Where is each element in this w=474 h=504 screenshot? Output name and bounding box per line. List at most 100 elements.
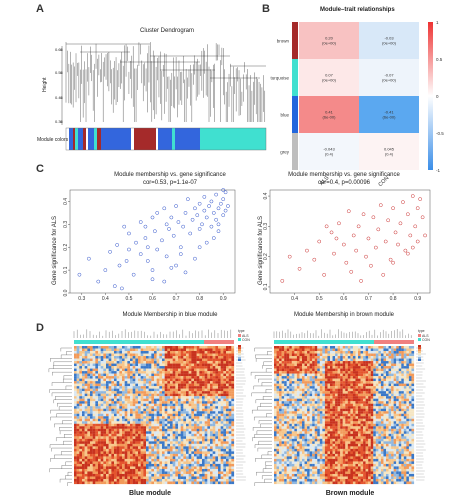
blue-heatmap-cell (191, 371, 195, 374)
brown-heatmap-cell (383, 386, 387, 389)
blue-heatmap-cell (212, 451, 216, 454)
brown-heatmap-cell (363, 383, 366, 387)
blue-heatmap-cell (127, 346, 131, 349)
blue-heatmap-cell (159, 371, 163, 374)
blue-heatmap-cell (199, 371, 203, 374)
blue-heatmap-cell (119, 361, 123, 364)
blue-heatmap-cell (212, 391, 216, 394)
brown-heatmap-cell (284, 348, 287, 352)
blue-heatmap-cell (132, 443, 136, 447)
blue-heatmap-cell (196, 438, 200, 442)
blue-heatmap-cell (143, 421, 147, 424)
blue-xtick-1: 0.4 (102, 296, 109, 302)
brown-heatmap-cell (327, 346, 331, 349)
brown-heatmap-cell (337, 348, 341, 352)
blue-heatmap-cell (159, 443, 163, 447)
blue-heatmap-cell (148, 411, 152, 414)
blue-heatmap-cell (228, 413, 232, 417)
blue-heatmap-cell (228, 393, 232, 397)
blue-heatmap-cell (199, 423, 203, 427)
blue-heatmap-cell (154, 423, 157, 427)
blue-heatmap-cell (92, 403, 96, 407)
blue-heatmap-cell (114, 438, 117, 442)
blue-heatmap-cell (84, 363, 88, 367)
brown-heatmap-cell (337, 391, 341, 394)
blue-heatmap-cell (226, 358, 229, 362)
blue-heatmap-cell (84, 381, 88, 384)
blue-heatmap-cell (199, 458, 203, 462)
blue-heatmap-cell (87, 401, 91, 404)
blue-heatmap-cell (140, 453, 144, 457)
blue-heatmap-cell (127, 458, 131, 462)
brown-heatmap-cell (380, 356, 384, 359)
blue-heatmap-cell (223, 461, 227, 465)
blue-heatmap-cell (215, 466, 219, 470)
blue-heatmap-cell (138, 443, 141, 447)
blue-heatmap-cell (191, 471, 195, 475)
blue-heatmap-cell (82, 408, 85, 412)
brown-heatmap-cell (309, 348, 313, 352)
blue-heatmap-cells (74, 346, 235, 485)
brown-heatmap-cell (330, 361, 333, 364)
blue-heatmap-cell (175, 473, 179, 477)
blue-heatmap-cell (122, 441, 125, 444)
blue-heatmap-cell (154, 373, 157, 377)
brown-heatmap-cell (302, 361, 305, 364)
blue-heatmap-cell (154, 353, 157, 357)
brown-heatmap-cell (279, 386, 282, 389)
blue-heatmap-cell (98, 481, 101, 485)
blue-heatmap-cell (114, 398, 117, 402)
blue-heatmap-cell (172, 456, 176, 460)
brown-heatmap-cell (335, 388, 338, 392)
brown-heatmap-cell (332, 368, 336, 372)
blue-heatmap-cell (220, 433, 224, 437)
blue-heatmap-cell (220, 476, 224, 480)
blue-heatmap-cell (76, 408, 80, 412)
blue-heatmap-cell (111, 446, 115, 449)
blue-heatmap-cell (183, 431, 187, 434)
blue-heatmap-cell (156, 448, 160, 452)
blue-heatmap-cell (143, 396, 147, 399)
blue-heatmap-cell (172, 363, 176, 367)
blue-heatmap-cell (132, 363, 136, 367)
blue-heatmap-cell (124, 356, 128, 359)
brown-heatmap-cell (291, 388, 295, 392)
blue-heatmap-cell (79, 406, 83, 409)
blue-heatmap-cell (226, 391, 229, 394)
blue-heatmap-cell (210, 361, 213, 364)
trait-cell-text-brown-0-0: 0.20 (325, 36, 334, 41)
blue-heatmap-cell (204, 391, 208, 394)
blue-heatmap-cell (188, 351, 192, 354)
blue-heatmap-cell (146, 473, 149, 477)
blue-heatmap-cell (167, 433, 171, 437)
blue-heatmap-cell (175, 416, 179, 419)
blue-heatmap-cell (199, 381, 203, 384)
brown-heatmap-cell (393, 381, 397, 384)
blue-heatmap-cell (106, 453, 109, 457)
blue-heatmap-cell (207, 413, 211, 417)
brown-heatmap-cell (401, 368, 404, 372)
blue-heatmap-cell (148, 408, 152, 412)
brown-heatmap-cell (342, 361, 346, 364)
blue-heatmap-cell (84, 468, 88, 472)
blue-heatmap-cell (228, 358, 232, 362)
blue-heatmap-cell (87, 411, 91, 414)
brown-heatmap-cell (314, 366, 318, 369)
brown-heatmap-cell (386, 366, 389, 369)
brown-scatter-point (364, 254, 368, 259)
blue-heatmap-cell (111, 376, 115, 379)
brown-heatmap-cell (403, 346, 407, 349)
brown-heatmap-cell (373, 386, 376, 389)
brown-heatmap-cell (342, 381, 346, 384)
brown-heatmap-cell (304, 391, 308, 394)
blue-heatmap-cell (135, 433, 139, 437)
blue-heatmap-cell (194, 356, 197, 359)
blue-heatmap-cell (228, 456, 232, 460)
blue-heatmap-cell (175, 461, 179, 465)
blue-heatmap-cell (116, 446, 120, 449)
brown-heatmap-cell (370, 386, 374, 389)
blue-heatmap-cell (108, 453, 112, 457)
blue-heatmap-cell (204, 481, 208, 485)
blue-heatmap-cell (122, 448, 125, 452)
